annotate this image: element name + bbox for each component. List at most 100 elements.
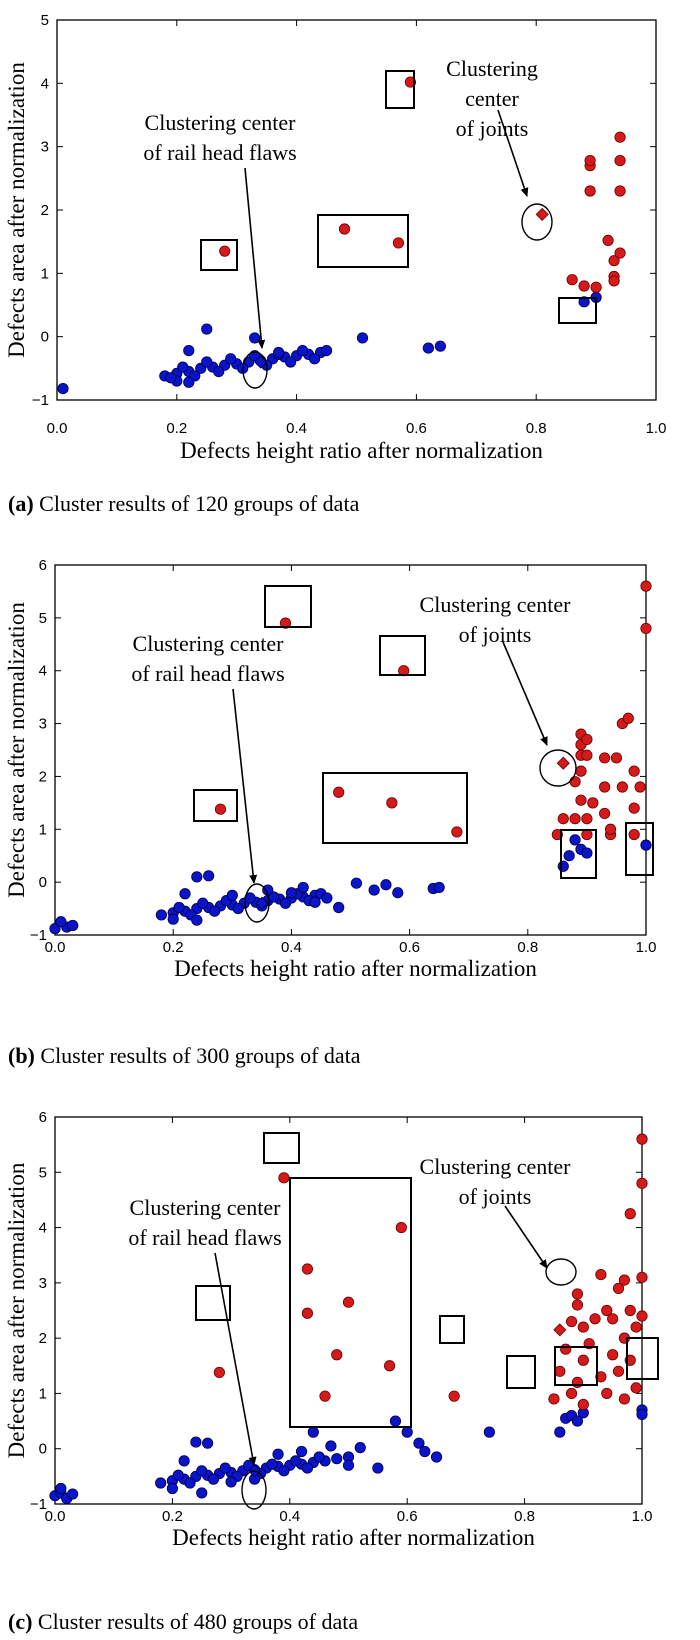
y-tick-label: 6 (39, 557, 47, 574)
rail-head-flaw-point (172, 1469, 184, 1481)
y-tick-label: 1 (41, 265, 49, 282)
joint-point (624, 1208, 636, 1220)
rail-head-flaw-point (320, 344, 333, 357)
y-tick-label: 5 (39, 610, 47, 627)
rail-head-flaw-point (191, 871, 203, 883)
x-tick-label: 0.4 (286, 420, 307, 437)
joint-point (624, 1304, 636, 1317)
rail-head-flaw-point (179, 888, 191, 900)
joint-point (571, 1376, 584, 1388)
joint-point (571, 1299, 584, 1311)
joint-point (634, 781, 646, 793)
joint-point (610, 752, 623, 764)
annotation-text: Clustering center of joints (420, 592, 572, 647)
joint-point (614, 247, 626, 259)
rail-head-flaw-point (301, 1462, 314, 1474)
x-tick-label: 0.4 (281, 939, 302, 956)
caption-a-text: Cluster results of 120 groups of data (39, 491, 360, 516)
rail-head-flaw-point (321, 892, 333, 904)
rail-head-flaw-point (285, 887, 297, 899)
joint-point (577, 1398, 589, 1411)
y-tick-label: 5 (41, 12, 49, 29)
rail-head-flaw-point (350, 877, 363, 889)
joint-point (392, 237, 405, 249)
rail-head-flaw-point (325, 1440, 337, 1452)
joint-point (618, 1274, 630, 1286)
joint-point (581, 813, 593, 825)
joint-point (590, 281, 602, 293)
rail-head-flaw-point (155, 1477, 167, 1489)
chart-panel-a: 0.0 0.2 0.4 0.6 0.8 1.0 −1 0 1 2 3 4 5 Defects height… (0, 0, 700, 530)
rail-head-flaw-point (184, 1477, 196, 1489)
rail-head-flaw-point (173, 901, 185, 914)
annotation-line: Clustering (446, 56, 538, 81)
joint-point (614, 155, 626, 167)
rail-head-flaw-point (191, 914, 203, 926)
y-tick-label: 2 (39, 768, 47, 785)
rail-head-flaw-point (563, 850, 575, 862)
joint-point (636, 1133, 648, 1145)
rail-head-flaw-point (380, 879, 392, 891)
rail-head-flaw-point (297, 881, 309, 894)
joint-point (386, 797, 398, 809)
joint-point (301, 1263, 314, 1275)
joints-center-marker (553, 1323, 567, 1337)
rail-head-flaw-point (290, 1455, 302, 1467)
rail-head-flaw-point (213, 365, 225, 378)
rail-head-flaw-point (203, 870, 215, 882)
caption-b-text: Cluster results of 300 groups of data (40, 1043, 361, 1068)
joint-point (577, 1321, 589, 1333)
rail-head-flaw-point (372, 1462, 384, 1474)
cluster-center-ellipse (241, 1470, 267, 1510)
y-axis-label: Defects area after normalization (4, 62, 29, 358)
rail-head-flaw-point (166, 1482, 178, 1495)
rail-head-flaw-point (279, 897, 292, 909)
annotation-line: of joints (456, 116, 529, 141)
annotation-line: Clustering center (145, 110, 297, 135)
annotation-line: Clustering center (420, 592, 572, 617)
rail-head-flaw-point (55, 916, 67, 928)
rail-head-flaw-point (183, 376, 195, 388)
outlier-box (200, 239, 238, 271)
joint-point (608, 255, 620, 267)
y-tick-label: −1 (30, 927, 47, 944)
joint-point (565, 1387, 578, 1400)
joint-point (622, 712, 634, 724)
rail-head-flaw-point (57, 382, 69, 395)
caption-a: (a) Cluster results of 120 groups of dat… (8, 491, 359, 517)
outlier-box (554, 1346, 598, 1386)
joint-point (618, 1393, 630, 1405)
rail-head-flaw-point (422, 342, 434, 354)
joint-point (333, 786, 345, 798)
joint-point (451, 826, 463, 838)
rail-head-flaw-point (569, 834, 581, 846)
joint-point (607, 1313, 619, 1325)
rail-head-flaw-point (177, 361, 189, 373)
cluster-center-ellipse (545, 1258, 577, 1286)
joints-center-marker (556, 756, 570, 770)
joint-point (595, 1268, 607, 1281)
joint-point (608, 275, 620, 287)
outlier-box (560, 829, 597, 879)
annotation-arrow (504, 1205, 548, 1269)
joint-point (331, 1349, 343, 1361)
joint-point (599, 781, 611, 793)
annotation-text: Clustering center of rail head flaws (131, 631, 284, 686)
annotation-line: of rail head flaws (131, 661, 284, 686)
annotation-text: Clustering center of rail head flaws (128, 1195, 281, 1250)
joint-point (628, 802, 640, 814)
rail-head-flaw-point (483, 1426, 495, 1438)
rail-head-flaw-point (232, 902, 244, 915)
joint-point (607, 1349, 619, 1361)
caption-c: (c) Cluster results of 480 groups of dat… (8, 1609, 358, 1635)
rail-head-flaw-point (331, 1453, 343, 1465)
annotation-arrow (232, 688, 258, 884)
x-tick-label: 0.0 (45, 1508, 66, 1525)
rail-head-flaw-point (392, 887, 404, 899)
chart-panel-c: 0.0 0.2 0.4 0.6 0.8 1.0 −1 0 1 2 3 4 5 6 Defects heigh… (0, 1098, 700, 1638)
rail-head-flaw-point (295, 1445, 308, 1458)
annotation-text: Clustering center of rail head flaws (143, 110, 296, 165)
x-tick-label: 0.8 (514, 1508, 535, 1525)
rail-head-flaw-point (434, 340, 446, 352)
y-tick-label: 3 (41, 139, 49, 156)
